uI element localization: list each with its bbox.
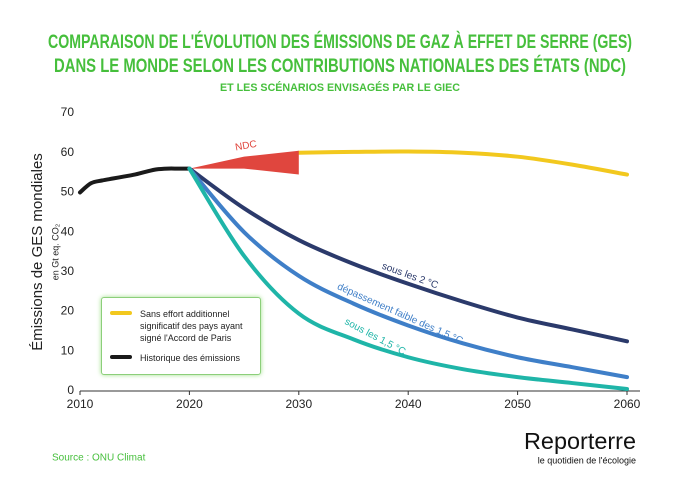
y-tick-label: 40: [61, 224, 75, 238]
legend-item: Sans effort additionnel significatif des…: [110, 308, 258, 344]
chart-subtitle: ET LES SCÉNARIOS ENVISAGÉS PAR LE GIEC: [220, 81, 460, 94]
y-tick-label: 60: [61, 145, 75, 159]
y-tick-label: 20: [61, 304, 75, 318]
x-tick-label: 2060: [614, 397, 641, 411]
y-tick-label: 30: [61, 264, 75, 278]
legend-label: Sans effort additionnel significatif des…: [140, 309, 243, 343]
x-tick-label: 2050: [504, 397, 531, 411]
series-line: [78, 166, 192, 195]
chart-title: COMPARAISON DE L'ÉVOLUTION DES ÉMISSIONS…: [48, 31, 632, 53]
brand-tagline: le quotidien de l'écologie: [538, 455, 636, 465]
series-line: [187, 166, 629, 344]
x-tick-label: 2030: [285, 397, 312, 411]
series-label: dépassement faible des 1,5 °C: [335, 281, 464, 346]
y-tick-label: 10: [61, 343, 75, 357]
legend-item: Historique des émissions: [110, 352, 258, 364]
y-tick-label: 0: [67, 383, 74, 397]
y-tick-label: 50: [61, 185, 75, 199]
y-axis-label: Émissions de GES mondiales: [29, 153, 46, 351]
series-line: [187, 166, 629, 380]
y-axis-unit: en Gt eq. CO₂: [50, 223, 60, 280]
series-label: NDC: [234, 139, 257, 154]
legend: Sans effort additionnel significatif des…: [101, 297, 261, 375]
ndc-area: [189, 150, 299, 175]
brand-name: Reporterre: [524, 428, 636, 454]
legend-swatch: [110, 311, 132, 315]
x-tick-label: 2040: [395, 397, 422, 411]
series-line: [296, 149, 629, 177]
series-line: [187, 166, 629, 392]
legend-swatch: [110, 355, 132, 359]
legend-label: Historique des émissions: [140, 353, 241, 363]
y-tick-label: 70: [61, 105, 75, 119]
chart-title: DANS LE MONDE SELON LES CONTRIBUTIONS NA…: [54, 55, 626, 77]
x-tick-label: 2010: [67, 397, 94, 411]
source: Source : ONU Climat: [52, 453, 146, 464]
x-tick-label: 2020: [176, 397, 203, 411]
